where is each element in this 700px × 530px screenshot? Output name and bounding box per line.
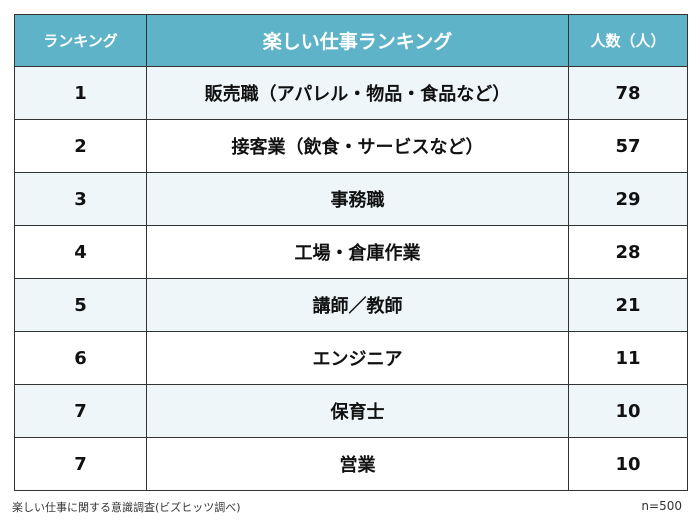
sample-size: n=500 <box>641 499 682 513</box>
job-cell: 保育士 <box>146 384 569 438</box>
table-row: 3 事務職 29 <box>14 172 688 226</box>
count-cell: 28 <box>568 225 688 279</box>
rank-cell: 7 <box>14 437 147 491</box>
table-row: 4 工場・倉庫作業 28 <box>14 225 688 279</box>
job-cell: 販売職（アパレル・物品・食品など） <box>146 66 569 120</box>
count-cell: 10 <box>568 384 688 438</box>
count-cell: 21 <box>568 278 688 332</box>
count-cell: 11 <box>568 331 688 385</box>
job-cell: 営業 <box>146 437 569 491</box>
rank-cell: 1 <box>14 66 147 120</box>
table-row: 5 講師／教師 21 <box>14 278 688 332</box>
header-rank: ランキング <box>14 14 147 67</box>
count-cell: 57 <box>568 119 688 173</box>
source-note: 楽しい仕事に関する意識調査(ビズヒッツ調べ) <box>12 501 241 514</box>
table-row: 1 販売職（アパレル・物品・食品など） 78 <box>14 66 688 120</box>
job-cell: 工場・倉庫作業 <box>146 225 569 279</box>
rank-cell: 4 <box>14 225 147 279</box>
job-cell: 接客業（飲食・サービスなど） <box>146 119 569 173</box>
rank-cell: 7 <box>14 384 147 438</box>
table-row: 7 保育士 10 <box>14 384 688 438</box>
table-row: 2 接客業（飲食・サービスなど） 57 <box>14 119 688 173</box>
table-row: 6 エンジニア 11 <box>14 331 688 385</box>
job-cell: エンジニア <box>146 331 569 385</box>
table-row: 7 営業 10 <box>14 437 688 491</box>
rank-cell: 3 <box>14 172 147 226</box>
job-cell: 講師／教師 <box>146 278 569 332</box>
count-cell: 10 <box>568 437 688 491</box>
job-cell: 事務職 <box>146 172 569 226</box>
rank-cell: 5 <box>14 278 147 332</box>
header-count: 人数（人） <box>568 14 688 67</box>
table-header-row: ランキング 楽しい仕事ランキング 人数（人） <box>14 14 688 67</box>
count-cell: 78 <box>568 66 688 120</box>
ranking-table: ランキング 楽しい仕事ランキング 人数（人） 1 販売職（アパレル・物品・食品な… <box>14 14 688 491</box>
rank-cell: 2 <box>14 119 147 173</box>
rank-cell: 6 <box>14 331 147 385</box>
count-cell: 29 <box>568 172 688 226</box>
header-job: 楽しい仕事ランキング <box>146 14 569 67</box>
